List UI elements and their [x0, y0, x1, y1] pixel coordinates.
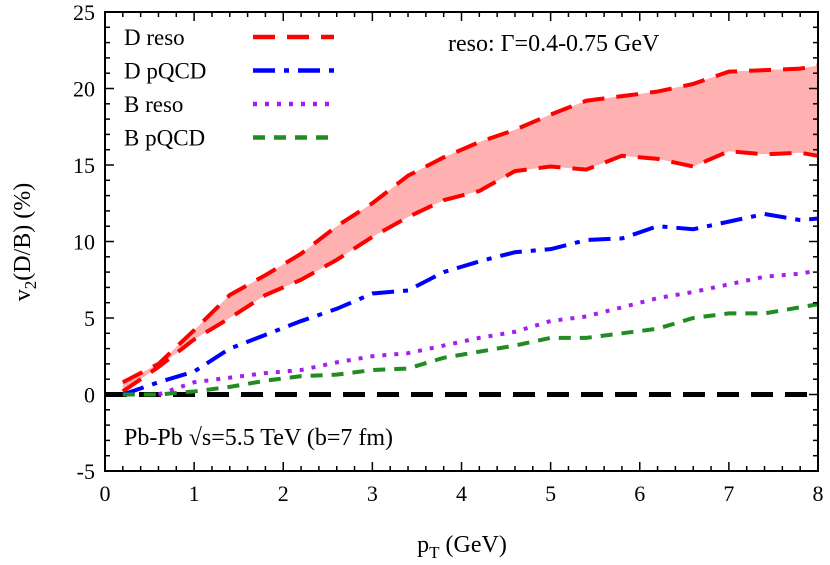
annotation-collision: Pb-Pb √s=5.5 TeV (b=7 fm): [124, 425, 393, 451]
legend-label: B reso: [124, 92, 183, 117]
band-d-reso-fill: [122, 65, 818, 392]
legend: D reso D pQCD B reso B pQCD: [124, 25, 334, 151]
x-label-sub: T: [429, 543, 440, 562]
y-tick-label: 25: [73, 0, 95, 25]
x-tick-label: 6: [634, 481, 645, 506]
x-tick-label: 1: [189, 481, 200, 506]
annotation-width: reso: Γ=0.4-0.75 GeV: [448, 31, 660, 57]
y-axis-label: v2(D/B) (%): [10, 183, 40, 301]
legend-label: D reso: [124, 25, 185, 50]
x-tick-label: 7: [723, 481, 734, 506]
legend-label: D pQCD: [124, 59, 206, 84]
line-d-reso-upper: [121, 63, 819, 385]
line-d-reso-lower: [121, 149, 819, 394]
y-tick-label: 20: [73, 77, 95, 102]
y-label-main: v: [10, 289, 36, 301]
y-tick-label: 10: [73, 230, 95, 255]
x-tick-label: 5: [545, 481, 556, 506]
y-tick-label: 15: [73, 153, 95, 178]
legend-label: B pQCD: [124, 126, 205, 151]
plot-marks: [105, 63, 819, 397]
x-axis-label: pT (GeV): [417, 532, 507, 562]
line-b-reso: [157, 268, 819, 397]
x-label-rest: (GeV): [440, 532, 507, 558]
y-label-sub: 2: [21, 281, 40, 290]
x-tick-label: 4: [456, 481, 467, 506]
x-tick-label: 3: [367, 481, 378, 506]
x-tick-label: 0: [100, 481, 111, 506]
y-label-rest: (D/B) (%): [10, 183, 36, 281]
line-b-pqcd: [122, 302, 819, 397]
y-tick-label: 5: [84, 306, 95, 331]
x-label-main: p: [417, 532, 429, 558]
x-tick-label: 2: [278, 481, 289, 506]
x-tick-label: 8: [813, 481, 824, 506]
y-tick-label: 0: [84, 383, 95, 408]
y-tick-label: -5: [77, 459, 95, 484]
